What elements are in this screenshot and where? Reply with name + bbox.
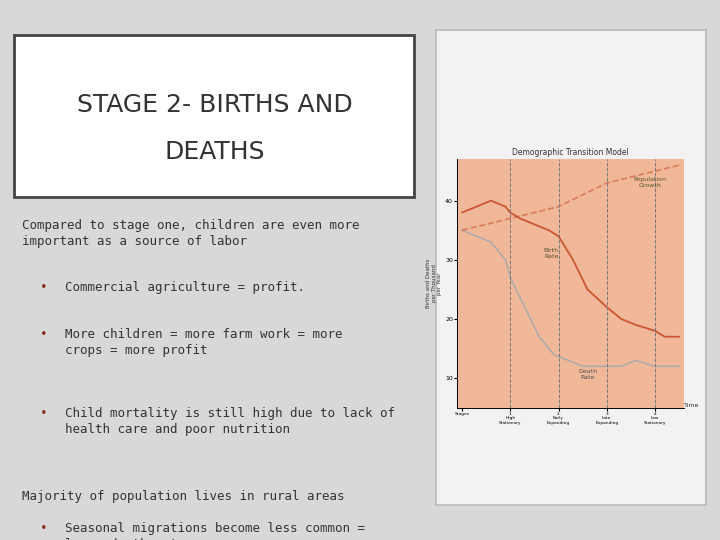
Bar bbox=[436, 30, 706, 505]
Text: Death
Rate: Death Rate bbox=[578, 369, 597, 380]
Text: Commercial agriculture = profit.: Commercial agriculture = profit. bbox=[65, 281, 305, 294]
Text: STAGE 2- BIRTHS AND: STAGE 2- BIRTHS AND bbox=[77, 93, 352, 117]
Text: Majority of population lives in rural areas: Majority of population lives in rural ar… bbox=[22, 490, 344, 503]
Text: DEATHS: DEATHS bbox=[164, 140, 265, 164]
Text: More children = more farm work = more
crops = more profit: More children = more farm work = more cr… bbox=[65, 328, 342, 357]
Text: Seasonal migrations become less common =
lower death rate: Seasonal migrations become less common =… bbox=[65, 522, 365, 540]
Text: •: • bbox=[40, 522, 47, 535]
Text: Time: Time bbox=[684, 403, 699, 408]
Y-axis label: Births and Deaths
per Thousand
per Year: Births and Deaths per Thousand per Year bbox=[426, 259, 442, 308]
Text: Compared to stage one, children are even more
important as a source of labor: Compared to stage one, children are even… bbox=[22, 219, 359, 248]
Text: Child mortality is still high due to lack of
health care and poor nutrition: Child mortality is still high due to lac… bbox=[65, 407, 395, 436]
Text: Population
Growth: Population Growth bbox=[634, 177, 667, 188]
Text: •: • bbox=[40, 328, 47, 341]
Text: •: • bbox=[40, 407, 47, 420]
Text: •: • bbox=[40, 281, 47, 294]
Title: Demographic Transition Model: Demographic Transition Model bbox=[512, 148, 629, 157]
Text: Birth
Rate: Birth Rate bbox=[544, 248, 559, 259]
Bar bbox=[14, 35, 414, 197]
